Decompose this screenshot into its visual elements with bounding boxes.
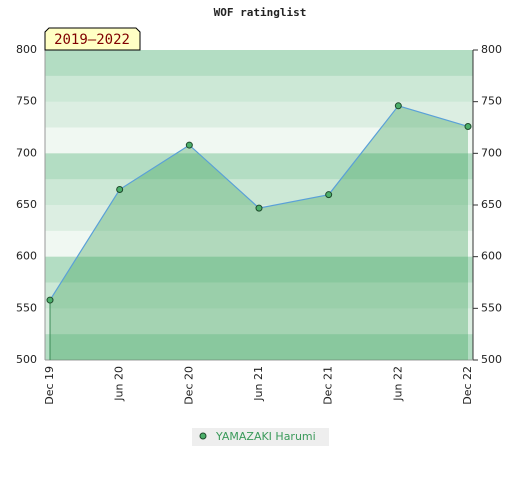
marker: [325, 191, 333, 199]
legend: [192, 428, 329, 446]
y-tick-label: 500: [16, 353, 37, 366]
marker: [255, 204, 263, 212]
x-tick-label: Dec 19: [43, 366, 56, 405]
x-tick-label: Dec 22: [461, 366, 474, 405]
band: [45, 282, 473, 309]
y2-tick-label: 750: [481, 95, 502, 108]
y-tick-label: 550: [16, 301, 37, 314]
plot-area: [44, 50, 474, 361]
marker: [116, 186, 124, 193]
annotation: 2019–2022: [54, 32, 130, 48]
x-tick-label: Jun 22: [391, 366, 404, 402]
y-tick-label: 650: [16, 198, 37, 211]
legend-label: YAMAZAKI Harumi: [215, 430, 316, 443]
band: [45, 50, 473, 77]
y2-tick-label: 600: [481, 250, 502, 263]
band: [45, 230, 473, 258]
marker: [464, 122, 472, 130]
y-tick-label: 600: [16, 250, 37, 263]
band: [45, 179, 473, 206]
marker: [185, 141, 193, 149]
annotation-box: [44, 27, 141, 51]
y2-tick-label: 650: [481, 198, 502, 211]
band: [45, 127, 473, 154]
band: [45, 75, 473, 103]
y2-tick-label: 800: [481, 43, 502, 56]
marker: [394, 102, 402, 110]
x-tick-label: Jun 21: [252, 366, 265, 402]
band: [45, 308, 473, 335]
y2-tick-label: 500: [481, 353, 502, 366]
y-tick-label: 800: [16, 43, 37, 56]
x-tick-label: Dec 20: [182, 366, 195, 405]
area: [50, 105, 468, 360]
x-tick-label: Jun 20: [113, 366, 126, 402]
chart-title: WOF ratinglist: [214, 6, 307, 19]
band: [45, 334, 473, 361]
y2-tick-label: 700: [481, 146, 502, 159]
band: [45, 153, 473, 180]
x-tick-label: Dec 21: [322, 366, 335, 405]
marker: [46, 296, 54, 304]
y-tick-label: 750: [16, 95, 37, 108]
legend-marker: [199, 432, 207, 440]
y-tick-label: 700: [16, 146, 37, 159]
band: [45, 256, 473, 283]
y2-tick-label: 550: [481, 301, 502, 314]
